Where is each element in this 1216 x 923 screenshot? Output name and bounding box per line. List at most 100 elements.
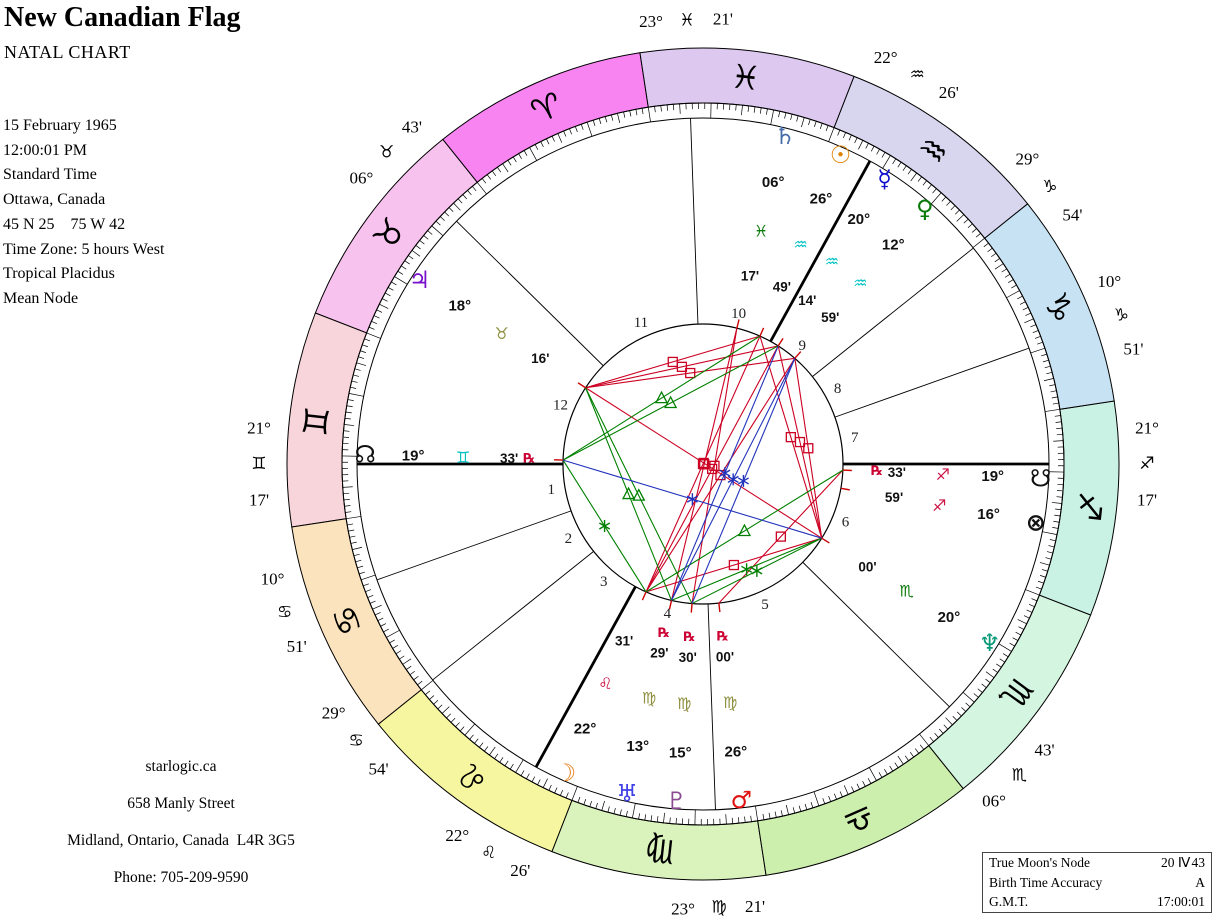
degree-tick xyxy=(945,717,953,726)
planet-pointer-mars xyxy=(718,603,721,613)
degree-tick xyxy=(489,746,496,756)
planet-minute-moon: 31' xyxy=(615,634,633,649)
degree-tick xyxy=(897,162,902,168)
degree-tick xyxy=(669,817,671,824)
planet-degree-mars: 26° xyxy=(724,744,747,761)
degree-tick xyxy=(843,785,849,795)
degree-tick xyxy=(427,230,433,235)
cusp-label-3-min: 54' xyxy=(369,760,389,779)
degree-tick xyxy=(1009,642,1015,647)
aspect-line-nnode-sun xyxy=(562,335,761,461)
planet-glyph-mercury: ☿ xyxy=(877,165,892,193)
degree-tick xyxy=(909,752,915,758)
cusp-label-11-sign: ♓ xyxy=(679,10,694,30)
degree-tick xyxy=(486,174,492,180)
stats-value: 20 Ⅳ 43 xyxy=(1161,855,1205,870)
degree-tick xyxy=(476,182,487,195)
degree-tick xyxy=(574,126,578,133)
degree-tick xyxy=(384,292,391,297)
degree-tick xyxy=(356,362,367,366)
degree-tick xyxy=(358,356,365,359)
degree-tick xyxy=(376,309,383,313)
degree-tick xyxy=(941,196,947,202)
degree-tick xyxy=(395,650,402,655)
degree-tick xyxy=(580,124,584,130)
degree-tick xyxy=(927,184,932,190)
degree-tick xyxy=(854,137,858,144)
planet-minute-jupiter: 16' xyxy=(531,351,549,366)
degree-tick xyxy=(586,121,593,137)
degree-tick xyxy=(601,800,605,811)
aspect-marker-quincunx xyxy=(719,467,731,480)
degree-tick xyxy=(457,198,463,204)
degree-tick xyxy=(557,133,563,143)
cusp-label-10-min: 26' xyxy=(939,83,959,102)
sign-glyph-pisces: ♓ xyxy=(729,56,763,98)
degree-tick xyxy=(1001,268,1007,273)
aspect-marker-square xyxy=(803,443,814,454)
degree-tick xyxy=(484,746,489,752)
degree-tick xyxy=(994,263,1004,270)
cusp-label-12-deg: 06° xyxy=(350,169,374,188)
degree-tick xyxy=(1051,502,1062,504)
birth-info-line: Tropical Placidus xyxy=(3,265,115,283)
aspect-line-jupiter-mercury xyxy=(585,345,779,389)
house-cusp-line-3 xyxy=(432,551,594,681)
degree-tick xyxy=(741,105,743,116)
degree-tick xyxy=(542,778,548,788)
degree-tick xyxy=(1039,575,1046,578)
degree-tick xyxy=(353,553,360,557)
degree-tick xyxy=(437,704,443,710)
degree-tick xyxy=(1056,496,1063,498)
degree-tick xyxy=(1023,615,1030,619)
house-number-8: 8 xyxy=(834,381,842,397)
degree-tick xyxy=(790,114,793,121)
planet-degree-neptune: 20° xyxy=(938,609,961,626)
planet-glyph-snode: ☋ xyxy=(1030,465,1051,493)
degree-tick xyxy=(381,298,388,302)
aspect-line-jupiter-sun xyxy=(585,335,761,389)
degree-tick xyxy=(450,717,456,723)
planet-minute-saturn: 17' xyxy=(741,268,759,283)
degree-tick xyxy=(1052,402,1059,405)
planet-sign-pof: ♐ xyxy=(932,496,946,515)
degree-tick xyxy=(656,816,659,823)
degree-tick xyxy=(762,813,765,820)
degree-tick xyxy=(512,156,517,163)
degree-tick xyxy=(401,265,407,270)
aspect-marker-square xyxy=(685,367,696,379)
degree-tick xyxy=(679,103,681,114)
degree-tick xyxy=(919,744,925,750)
degree-tick xyxy=(417,680,423,686)
planet-pointer-mercury xyxy=(777,337,784,347)
degree-tick xyxy=(394,276,408,285)
degree-tick xyxy=(967,223,973,229)
degree-tick xyxy=(1048,545,1055,548)
degree-tick xyxy=(876,148,880,155)
degree-tick xyxy=(910,172,917,182)
degree-tick xyxy=(1051,396,1058,399)
degree-tick xyxy=(507,160,512,166)
degree-tick xyxy=(415,245,421,250)
degree-tick xyxy=(810,802,814,808)
planet-pointer-neptune xyxy=(821,537,830,544)
house-cusp-line-8 xyxy=(834,347,1030,418)
degree-tick xyxy=(343,430,350,432)
degree-tick xyxy=(981,683,987,688)
degree-tick xyxy=(1041,353,1047,357)
degree-tick xyxy=(858,140,864,150)
degree-tick xyxy=(474,738,479,744)
cusp-label-6-sign: ♏ xyxy=(1012,766,1027,786)
degree-tick xyxy=(750,815,752,822)
page-title: New Canadian Flag xyxy=(4,2,241,33)
degree-tick xyxy=(1026,609,1033,613)
aspect-marker-quincunx xyxy=(686,493,698,506)
planet-pointer-jupiter xyxy=(577,382,586,389)
degree-tick xyxy=(352,546,363,550)
degree-tick xyxy=(453,202,461,211)
degree-tick xyxy=(644,814,647,821)
degree-tick xyxy=(446,713,451,719)
degree-tick xyxy=(725,814,727,825)
